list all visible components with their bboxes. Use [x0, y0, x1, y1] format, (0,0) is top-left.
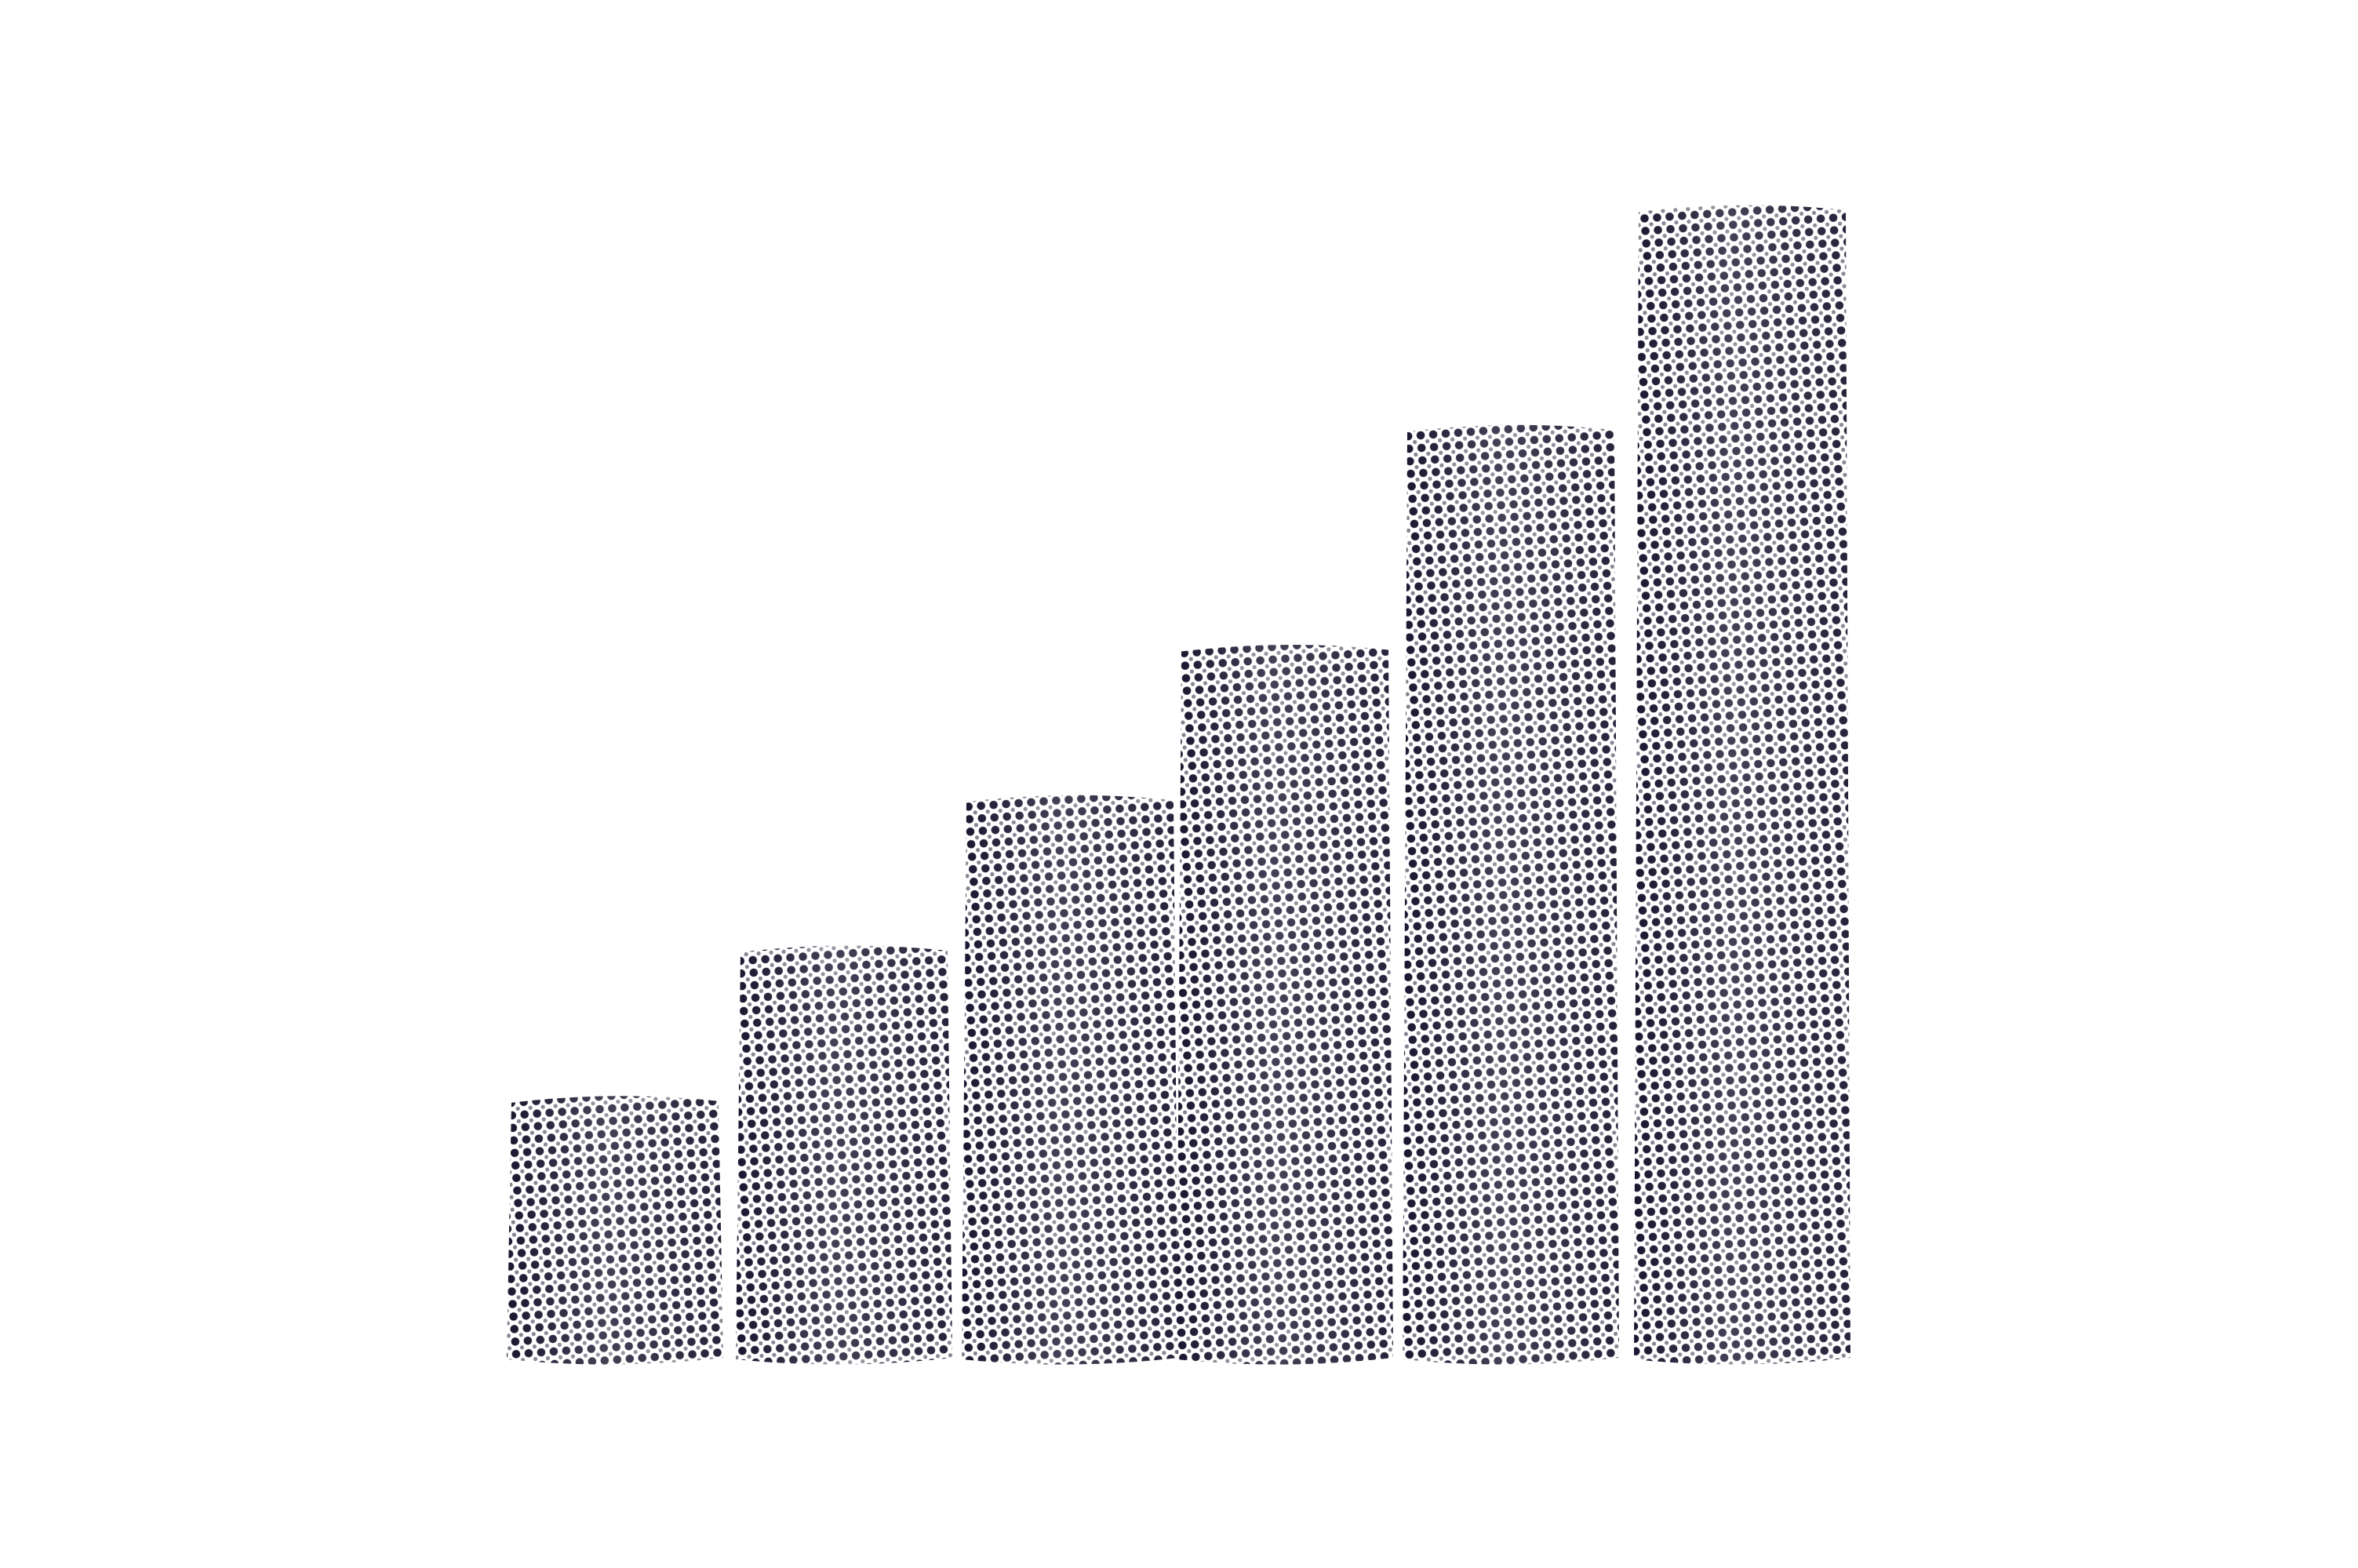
- bar-6: [1634, 205, 1850, 1365]
- bars-group: [507, 205, 1850, 1365]
- bar-2-shading: [736, 945, 952, 1365]
- bar-4-shading: [1177, 644, 1393, 1365]
- bar-3: [962, 795, 1178, 1365]
- bar-1-shading: [507, 1096, 723, 1365]
- bar-1: [507, 1096, 723, 1365]
- bar-6-shading: [1634, 205, 1850, 1365]
- bar-4: [1177, 644, 1393, 1365]
- bar-2: [736, 945, 952, 1365]
- bar-5-shading: [1403, 424, 1619, 1365]
- bar-5: [1403, 424, 1619, 1365]
- bar-3-shading: [962, 795, 1178, 1365]
